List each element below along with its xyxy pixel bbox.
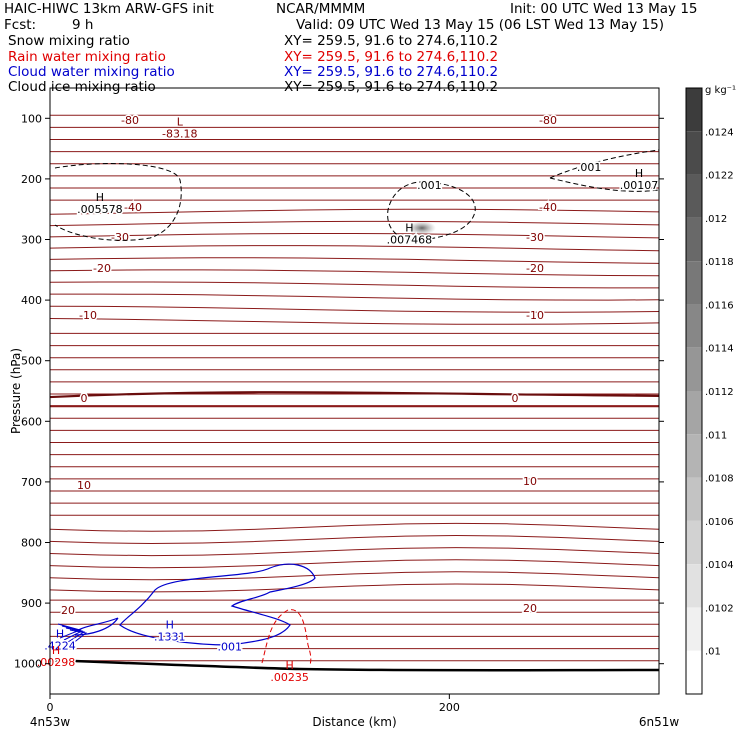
- temperature-contour: [50, 536, 659, 544]
- y-tick-label: 700: [21, 476, 42, 489]
- y-tick-label: 1000: [14, 658, 42, 671]
- x-endpoint-left: 4n53w: [30, 715, 71, 729]
- colorbar-segment: [686, 175, 702, 218]
- colorbar-label: .0108: [705, 474, 734, 485]
- colorbar-label: .01: [705, 647, 721, 658]
- contour-label: .001: [217, 641, 242, 654]
- temperature-label: 20: [523, 602, 537, 615]
- temperature-label: 0: [512, 392, 519, 405]
- colorbar-label: .012: [705, 214, 727, 225]
- temperature-label: -30: [526, 231, 544, 244]
- temperature-contour: [50, 294, 659, 300]
- contour-label: .001: [577, 161, 602, 174]
- extremum-value: -83.18: [162, 127, 197, 140]
- colorbar-label: .0124: [705, 127, 734, 138]
- colorbar-label: .0118: [705, 257, 734, 268]
- colorbar-segment: [686, 607, 702, 650]
- colorbar-label: .0106: [705, 517, 734, 528]
- rain-contour: [262, 610, 311, 665]
- extremum-value: .1331: [154, 630, 186, 643]
- colorbar-segment: [686, 348, 702, 391]
- x-tick-label: 200: [439, 701, 460, 714]
- temperature-label: -30: [111, 231, 129, 244]
- colorbar-segment: [686, 478, 702, 521]
- extremum-value: .007468: [387, 233, 433, 246]
- colorbar-segment: [686, 434, 702, 477]
- temperature-label: -80: [539, 114, 557, 127]
- colorbar-label: .0122: [705, 171, 734, 182]
- temperature-contour: [50, 584, 659, 592]
- colorbar-label: .0102: [705, 603, 734, 614]
- x-endpoint-right: 6n51w: [639, 715, 680, 729]
- temperature-contour: [50, 306, 659, 312]
- colorbar-segment: [686, 564, 702, 607]
- temperature-contour: [50, 282, 659, 288]
- temperature-label: -40: [539, 201, 557, 214]
- extremum-value: .00107: [620, 179, 659, 192]
- temperature-label: -80: [121, 114, 139, 127]
- temperature-contour: [50, 258, 659, 264]
- zero-degree-contour: [50, 392, 659, 397]
- temperature-contour: [50, 319, 659, 325]
- colorbar-label: .0104: [705, 560, 734, 571]
- colorbar-segment: [686, 651, 702, 694]
- contour-label: .001: [417, 179, 442, 192]
- y-tick-label: 300: [21, 234, 42, 247]
- terrain-line: [50, 660, 659, 670]
- temperature-label: 0: [81, 392, 88, 405]
- y-tick-label: 100: [21, 112, 42, 125]
- temperature-contour: [50, 560, 659, 568]
- colorbar-segment: [686, 88, 702, 131]
- x-axis-label: Distance (km): [312, 715, 396, 729]
- temperature-label: 10: [523, 475, 537, 488]
- temperature-label: 10: [77, 479, 91, 492]
- temperature-label: -10: [526, 309, 544, 322]
- colorbar-label: .0114: [705, 344, 734, 355]
- temperature-contour: [50, 270, 659, 276]
- extremum-value: .00235: [270, 671, 309, 684]
- temperature-label: -20: [526, 262, 544, 275]
- colorbar-segment: [686, 261, 702, 304]
- y-tick-label: 200: [21, 173, 42, 186]
- colorbar-label: .011: [705, 430, 727, 441]
- x-tick-label: 0: [47, 701, 54, 714]
- colorbar-segment: [686, 304, 702, 347]
- temperature-label: -10: [79, 309, 97, 322]
- temperature-contour: [50, 234, 659, 238]
- snow-contour-left: [55, 164, 181, 241]
- y-axis-label: Pressure (hPa): [9, 348, 23, 434]
- y-tick-label: 500: [21, 355, 42, 368]
- temperature-label: -20: [93, 262, 111, 275]
- temperature-contour: [50, 523, 659, 531]
- y-tick-label: 800: [21, 537, 42, 550]
- y-tick-label: 400: [21, 294, 42, 307]
- temperature-contour: [50, 221, 659, 225]
- temperature-label: 20: [61, 604, 75, 617]
- temperature-contours: [50, 115, 659, 660]
- colorbar-segment: [686, 218, 702, 261]
- extremum-value: .005578: [77, 203, 123, 216]
- colorbar-segment: [686, 131, 702, 174]
- plot-frame: [50, 88, 659, 694]
- extremum-value: .00298: [37, 656, 76, 669]
- temperature-contour: [50, 572, 659, 580]
- temperature-contour: [50, 548, 659, 556]
- y-tick-label: 900: [21, 597, 42, 610]
- colorbar-label: .0112: [705, 387, 734, 398]
- temperature-label: -40: [124, 201, 142, 214]
- colorbar-segment: [686, 521, 702, 564]
- colorbar-segment: [686, 391, 702, 434]
- y-tick-label: 600: [21, 415, 42, 428]
- colorbar-label: .0116: [705, 300, 734, 311]
- temperature-contour: [50, 246, 659, 251]
- colorbar-unit: g kg⁻¹: [705, 85, 736, 96]
